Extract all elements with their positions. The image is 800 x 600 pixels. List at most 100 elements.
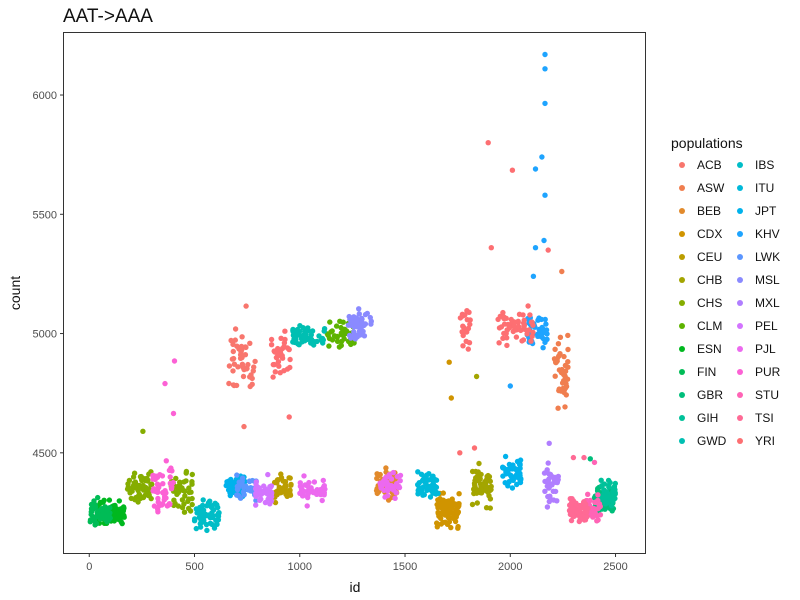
point-jpt (230, 489, 236, 495)
point-yri (272, 369, 278, 375)
point-itu (433, 477, 440, 483)
point-yri (278, 335, 284, 341)
legend-key-gbr (679, 392, 685, 398)
point-yri (275, 345, 281, 352)
point-acb (249, 375, 255, 382)
point-chs (172, 500, 178, 507)
point-mxl (547, 493, 553, 499)
point-jpt (226, 478, 232, 484)
point-pel (269, 490, 275, 496)
point-yri (287, 364, 293, 371)
point-acb (230, 348, 236, 355)
point-yri (497, 313, 503, 319)
legend-label-acb: ACB (697, 158, 722, 172)
point-pjl (397, 472, 404, 479)
point-chb (487, 496, 494, 502)
point-clm (336, 344, 343, 350)
point-yri (511, 322, 517, 329)
point-pur (151, 486, 157, 492)
legend: populations ACB ASW BEB CDX CEU CHB CHS CLM ESN F… (671, 135, 781, 448)
point-pjl (305, 491, 311, 497)
point-asw (552, 373, 558, 379)
point-chs (146, 471, 152, 477)
legend-key-khv (737, 231, 743, 237)
legend-key-ibs (737, 162, 743, 168)
point-pjl (311, 479, 318, 485)
point-esn (106, 497, 113, 503)
point-pur (157, 472, 163, 478)
x-tick-label: 1000 (288, 561, 312, 573)
point-clm (327, 319, 333, 325)
point-pel (253, 502, 259, 508)
point-khv (538, 316, 545, 323)
point-yri (516, 311, 523, 317)
y-tick-label: 6000 (33, 90, 57, 102)
point-ibs (210, 513, 216, 519)
point-chs (143, 484, 149, 491)
legend-label-chs: CHS (697, 296, 722, 310)
point-acb (252, 358, 258, 365)
point-fin (91, 504, 98, 510)
point-yri (526, 327, 532, 333)
point-itu (424, 487, 430, 493)
point-chs (138, 476, 145, 482)
point-pjl (380, 481, 386, 488)
point-gih (602, 501, 609, 507)
point-khv (543, 327, 550, 333)
point-yri (460, 343, 466, 349)
point-pur (155, 499, 161, 505)
point-gwd (321, 326, 328, 332)
point-chs (131, 470, 138, 476)
point-pel (256, 485, 262, 491)
point-pel (265, 471, 271, 478)
point-acb (251, 364, 257, 370)
plot-panel (63, 32, 646, 554)
point-pjl (383, 474, 389, 480)
point-beb (383, 465, 389, 471)
point-yri (521, 317, 527, 323)
point-cdx (440, 497, 446, 503)
point-msl (345, 322, 352, 328)
point-chb (486, 474, 493, 480)
point-asw (557, 334, 564, 340)
point-gwd (301, 334, 308, 340)
point-chs (135, 499, 141, 505)
point-pjl (297, 480, 303, 486)
legend-label-esn: ESN (697, 342, 722, 356)
point-stu (594, 518, 600, 524)
point-ibs (214, 521, 220, 527)
point-asw (564, 376, 571, 382)
point-pjl (392, 495, 398, 501)
legend-key-fin (679, 369, 685, 375)
point-asw (565, 364, 571, 370)
point-chs (146, 492, 152, 498)
x-axis: 0 500 1000 1500 2000 2500 (86, 553, 628, 573)
legend-label-gbr: GBR (697, 388, 723, 402)
point-gwd (299, 339, 305, 345)
point-itu (419, 478, 426, 484)
legend-key-stu (737, 392, 743, 398)
point-mxl (552, 474, 558, 481)
point-khv (530, 273, 537, 279)
legend-key-pjl (737, 346, 743, 352)
point-msl (368, 321, 374, 327)
point-cdx (436, 513, 442, 519)
point-acb (228, 337, 234, 344)
point-asw (552, 357, 558, 363)
point-chs (175, 487, 181, 493)
point-cdx (434, 520, 440, 526)
point-msl (359, 316, 365, 322)
point-chb (473, 373, 480, 380)
point-khv (541, 237, 547, 244)
point-esn (100, 499, 106, 505)
point-fin (95, 494, 101, 501)
point-pur (167, 501, 173, 508)
point-lwk (245, 487, 251, 493)
point-pjl (305, 483, 311, 490)
point-chs (130, 483, 136, 489)
point-yri (496, 340, 502, 346)
point-fin (91, 498, 97, 504)
point-yri (467, 317, 473, 323)
legend-key-chs (679, 300, 685, 306)
point-yri (275, 359, 282, 365)
